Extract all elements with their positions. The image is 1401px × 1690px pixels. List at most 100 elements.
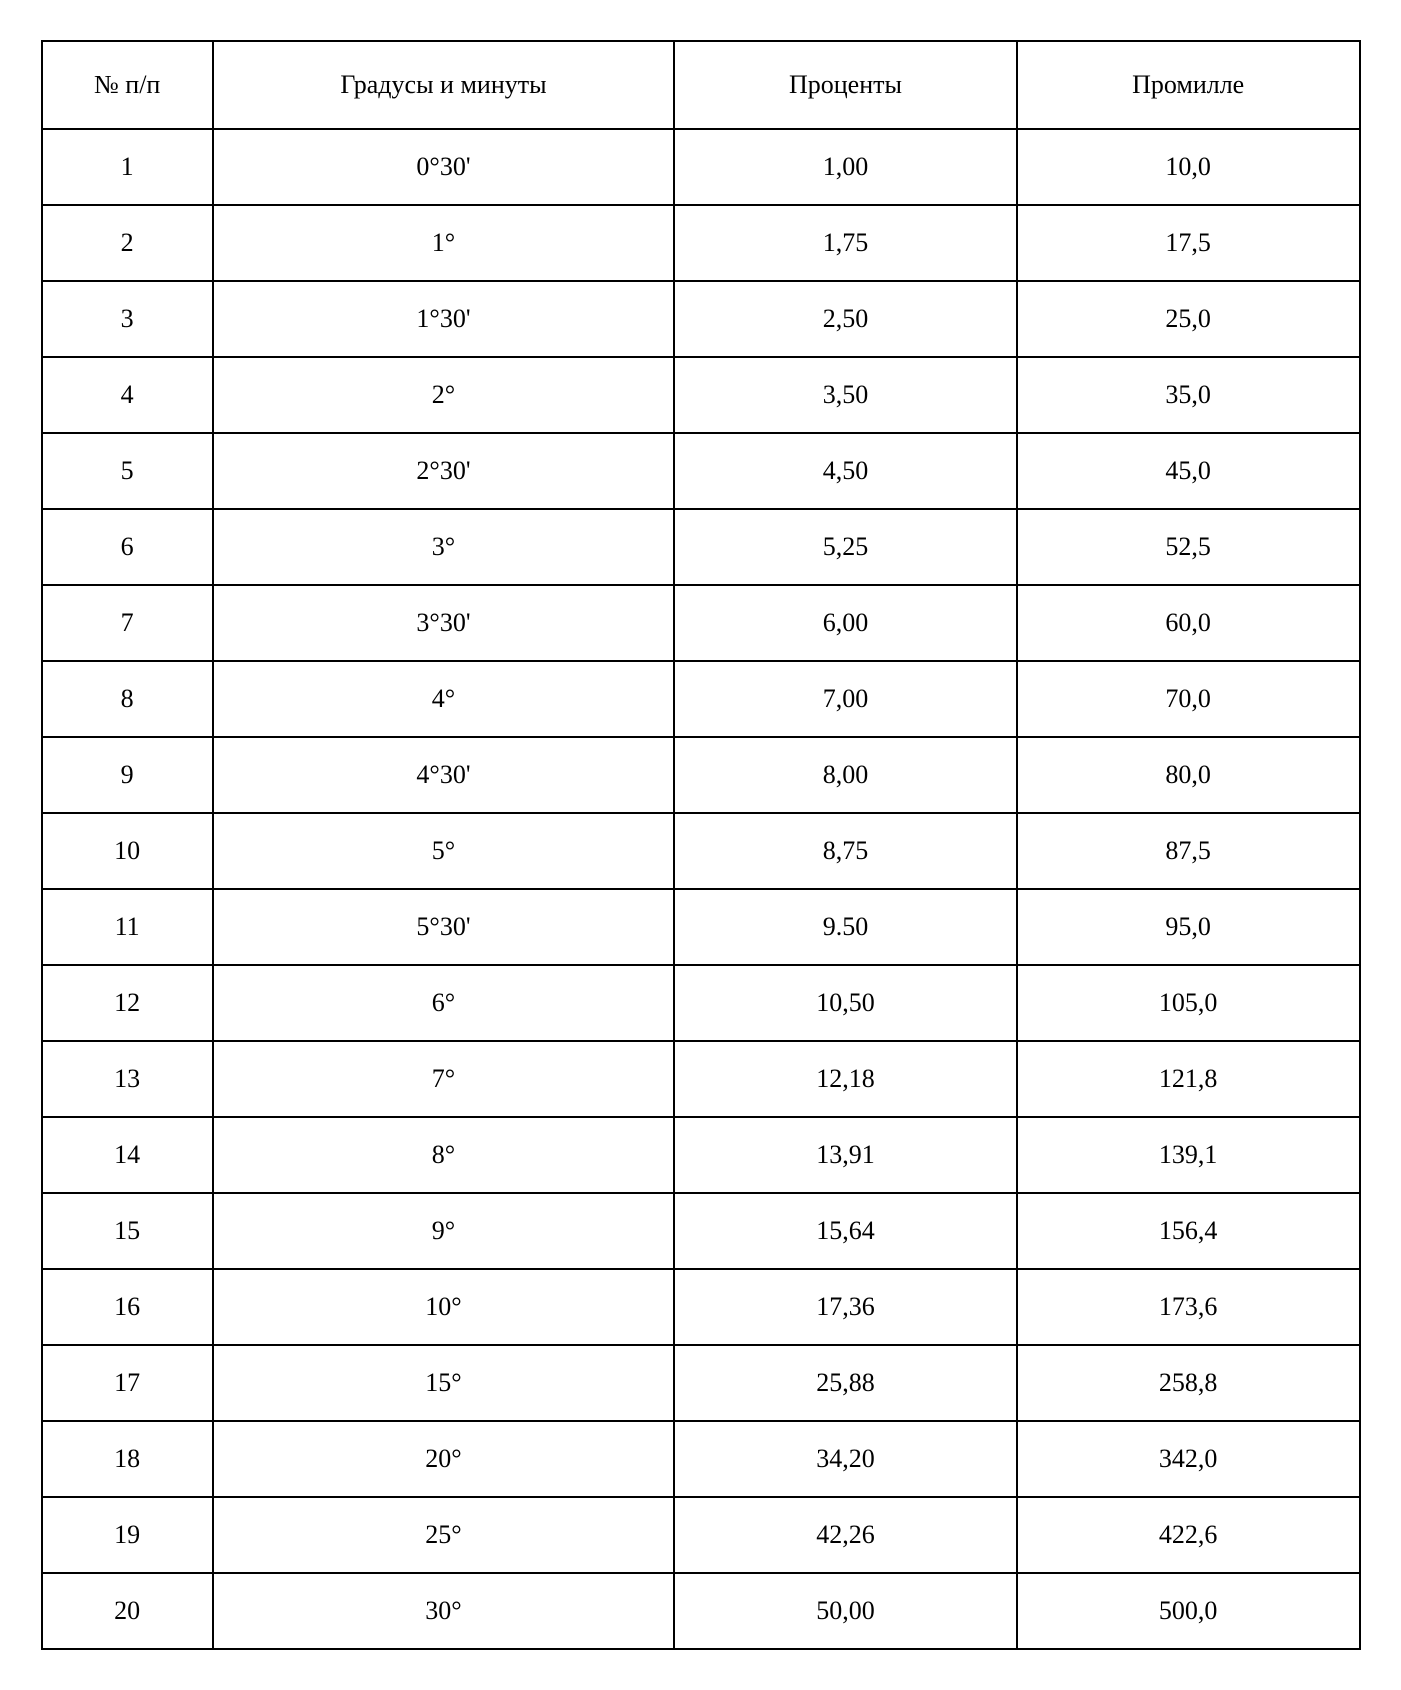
- cell-percent: 7,00: [674, 661, 1017, 737]
- cell-percent: 5,25: [674, 509, 1017, 585]
- cell-degrees: 2°30': [213, 433, 674, 509]
- cell-permille: 500,0: [1017, 1573, 1360, 1649]
- cell-degrees: 25°: [213, 1497, 674, 1573]
- header-permille: Промилле: [1017, 41, 1360, 129]
- cell-num: 14: [42, 1117, 213, 1193]
- cell-num: 13: [42, 1041, 213, 1117]
- cell-num: 20: [42, 1573, 213, 1649]
- cell-permille: 95,0: [1017, 889, 1360, 965]
- cell-permille: 17,5: [1017, 205, 1360, 281]
- cell-num: 11: [42, 889, 213, 965]
- cell-degrees: 4°: [213, 661, 674, 737]
- cell-percent: 12,18: [674, 1041, 1017, 1117]
- header-num: № п/п: [42, 41, 213, 129]
- cell-percent: 15,64: [674, 1193, 1017, 1269]
- cell-permille: 156,4: [1017, 1193, 1360, 1269]
- cell-permille: 80,0: [1017, 737, 1360, 813]
- cell-num: 15: [42, 1193, 213, 1269]
- cell-permille: 52,5: [1017, 509, 1360, 585]
- cell-num: 12: [42, 965, 213, 1041]
- cell-percent: 1,00: [674, 129, 1017, 205]
- table-row: 126°10,50105,0: [42, 965, 1360, 1041]
- cell-degrees: 1°: [213, 205, 674, 281]
- cell-num: 4: [42, 357, 213, 433]
- cell-percent: 34,20: [674, 1421, 1017, 1497]
- cell-num: 3: [42, 281, 213, 357]
- cell-percent: 25,88: [674, 1345, 1017, 1421]
- cell-num: 16: [42, 1269, 213, 1345]
- table-row: 1925°42,26422,6: [42, 1497, 1360, 1573]
- cell-degrees: 8°: [213, 1117, 674, 1193]
- table-row: 2030°50,00500,0: [42, 1573, 1360, 1649]
- cell-percent: 9.50: [674, 889, 1017, 965]
- table-header-row: № п/п Градусы и минуты Проценты Промилле: [42, 41, 1360, 129]
- cell-percent: 8,75: [674, 813, 1017, 889]
- cell-permille: 139,1: [1017, 1117, 1360, 1193]
- cell-degrees: 3°: [213, 509, 674, 585]
- cell-num: 17: [42, 1345, 213, 1421]
- table-row: 63°5,2552,5: [42, 509, 1360, 585]
- cell-permille: 121,8: [1017, 1041, 1360, 1117]
- cell-permille: 342,0: [1017, 1421, 1360, 1497]
- cell-percent: 2,50: [674, 281, 1017, 357]
- cell-num: 2: [42, 205, 213, 281]
- cell-num: 8: [42, 661, 213, 737]
- cell-percent: 50,00: [674, 1573, 1017, 1649]
- cell-permille: 87,5: [1017, 813, 1360, 889]
- table-row: 137°12,18121,8: [42, 1041, 1360, 1117]
- conversion-table: № п/п Градусы и минуты Проценты Промилле…: [41, 40, 1361, 1650]
- cell-percent: 1,75: [674, 205, 1017, 281]
- table-row: 31°30'2,5025,0: [42, 281, 1360, 357]
- cell-num: 1: [42, 129, 213, 205]
- cell-percent: 42,26: [674, 1497, 1017, 1573]
- table-row: 115°30'9.5095,0: [42, 889, 1360, 965]
- cell-degrees: 3°30': [213, 585, 674, 661]
- cell-degrees: 5°: [213, 813, 674, 889]
- table-row: 94°30'8,0080,0: [42, 737, 1360, 813]
- cell-permille: 105,0: [1017, 965, 1360, 1041]
- table-row: 1820°34,20342,0: [42, 1421, 1360, 1497]
- cell-permille: 422,6: [1017, 1497, 1360, 1573]
- table-row: 21°1,7517,5: [42, 205, 1360, 281]
- header-percent: Проценты: [674, 41, 1017, 129]
- table-row: 52°30'4,5045,0: [42, 433, 1360, 509]
- table-row: 10°30'1,0010,0: [42, 129, 1360, 205]
- cell-num: 9: [42, 737, 213, 813]
- cell-num: 10: [42, 813, 213, 889]
- cell-degrees: 6°: [213, 965, 674, 1041]
- header-degrees: Градусы и минуты: [213, 41, 674, 129]
- table-row: 1715°25,88258,8: [42, 1345, 1360, 1421]
- cell-degrees: 4°30': [213, 737, 674, 813]
- cell-percent: 4,50: [674, 433, 1017, 509]
- table-row: 148°13,91139,1: [42, 1117, 1360, 1193]
- table-row: 73°30'6,0060,0: [42, 585, 1360, 661]
- cell-degrees: 2°: [213, 357, 674, 433]
- cell-degrees: 30°: [213, 1573, 674, 1649]
- cell-percent: 17,36: [674, 1269, 1017, 1345]
- cell-degrees: 20°: [213, 1421, 674, 1497]
- cell-permille: 35,0: [1017, 357, 1360, 433]
- cell-num: 6: [42, 509, 213, 585]
- cell-percent: 6,00: [674, 585, 1017, 661]
- cell-num: 19: [42, 1497, 213, 1573]
- cell-percent: 13,91: [674, 1117, 1017, 1193]
- cell-degrees: 7°: [213, 1041, 674, 1117]
- cell-permille: 25,0: [1017, 281, 1360, 357]
- cell-permille: 258,8: [1017, 1345, 1360, 1421]
- cell-permille: 70,0: [1017, 661, 1360, 737]
- cell-percent: 3,50: [674, 357, 1017, 433]
- table-row: 159°15,64156,4: [42, 1193, 1360, 1269]
- cell-permille: 60,0: [1017, 585, 1360, 661]
- cell-degrees: 5°30': [213, 889, 674, 965]
- cell-permille: 10,0: [1017, 129, 1360, 205]
- cell-num: 5: [42, 433, 213, 509]
- cell-degrees: 15°: [213, 1345, 674, 1421]
- cell-permille: 173,6: [1017, 1269, 1360, 1345]
- cell-num: 18: [42, 1421, 213, 1497]
- cell-percent: 8,00: [674, 737, 1017, 813]
- table-row: 1610°17,36173,6: [42, 1269, 1360, 1345]
- cell-num: 7: [42, 585, 213, 661]
- cell-degrees: 1°30': [213, 281, 674, 357]
- table-body: 10°30'1,0010,0 21°1,7517,5 31°30'2,5025,…: [42, 129, 1360, 1649]
- cell-permille: 45,0: [1017, 433, 1360, 509]
